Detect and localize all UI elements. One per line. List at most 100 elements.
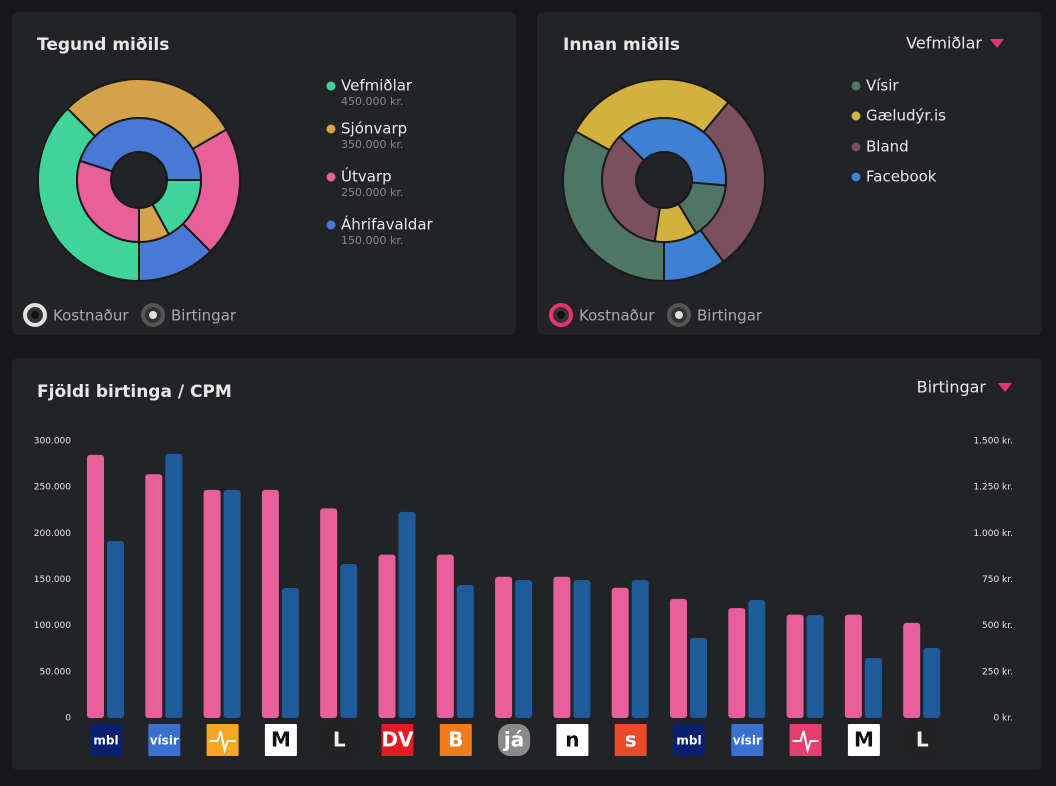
legend-label: Sjónvarp: [341, 120, 407, 138]
logo: [381, 724, 414, 756]
bar: [378, 554, 396, 718]
logo: [847, 724, 880, 756]
bar: [923, 648, 941, 718]
y2-tick-label: 1.500 kr.: [973, 437, 1013, 447]
logo-label: mbl: [676, 734, 701, 748]
y2-tick-label: 1.000 kr.: [973, 529, 1013, 539]
bar: [690, 638, 707, 718]
logo: [323, 724, 356, 756]
donut-segment: [601, 135, 661, 243]
donut-segment: [76, 159, 140, 244]
logo-label: DV: [381, 728, 414, 752]
bar: [786, 614, 804, 718]
dropdown[interactable]: Vefmiðlar: [906, 34, 982, 53]
toggle-label[interactable]: Kostnaður: [53, 307, 129, 325]
logo-label: L: [916, 728, 929, 752]
bar: [844, 614, 862, 718]
legend-value: 450.000 kr.: [341, 95, 403, 108]
legend-label: Facebook: [866, 168, 937, 186]
toggle-label[interactable]: Kostnaður: [579, 307, 655, 325]
toggle-dot[interactable]: [31, 311, 39, 319]
toggle-dot[interactable]: [557, 311, 565, 319]
logo-label: B: [448, 728, 463, 752]
logo-label: vísir: [733, 734, 762, 748]
bar: [87, 454, 104, 718]
logo-icon: [209, 730, 236, 754]
legend-dot: [326, 124, 336, 134]
panel-title: Tegund miðils: [37, 35, 169, 55]
y-tick-label: 100.000: [34, 621, 71, 631]
bar: [436, 554, 454, 718]
y2-tick-label: 0 kr.: [993, 714, 1013, 724]
y-tick-label: 150.000: [34, 575, 71, 585]
y-tick-label: 50.000: [40, 667, 72, 677]
toggle-dot[interactable]: [675, 311, 683, 319]
logo-label: M: [854, 728, 874, 752]
logo: [148, 724, 181, 756]
legend-dot: [851, 172, 861, 182]
bar: [670, 598, 687, 718]
logo-label: M: [271, 728, 291, 752]
logo: [731, 724, 764, 756]
logo: [614, 724, 647, 756]
bar: [903, 622, 921, 718]
logo: [439, 724, 472, 756]
logo-label: já: [503, 728, 524, 752]
bar: [107, 541, 124, 718]
bar: [573, 580, 591, 718]
bar: [203, 489, 221, 718]
y2-tick-label: 750 kr.: [982, 575, 1013, 585]
bar: [320, 508, 338, 718]
bar: [145, 474, 163, 718]
logo: [90, 724, 122, 756]
legend-label: Vefmiðlar: [341, 77, 413, 95]
bar: [456, 585, 474, 718]
bar: [864, 657, 882, 718]
legend-dot: [851, 111, 861, 121]
y-tick-label: 300.000: [34, 437, 71, 447]
bar: [806, 614, 824, 718]
dropdown-arrow[interactable]: [990, 39, 1004, 48]
bar: [398, 511, 416, 718]
legend-label: Gæludýr.is: [866, 107, 946, 125]
legend-label: Útvarp: [341, 167, 392, 186]
logo-label: n: [565, 728, 579, 752]
logo-label: mbl: [93, 734, 118, 748]
logo-icon: [792, 730, 819, 754]
donut-segment: [78, 117, 203, 181]
panel-title: Innan miðils: [563, 35, 680, 55]
legend-label: Vísir: [866, 77, 899, 95]
bar: [223, 489, 241, 718]
logo-label: L: [333, 728, 346, 752]
donut-segment: [618, 117, 727, 187]
legend-value: 250.000 kr.: [341, 186, 403, 199]
toggle-dot[interactable]: [149, 311, 157, 319]
bar: [748, 599, 766, 718]
legend-label: Áhrifavaldar: [341, 215, 434, 234]
toggle-label[interactable]: Birtingar: [171, 307, 237, 325]
legend-label: Bland: [866, 138, 909, 156]
bar: [281, 587, 299, 718]
logo: [673, 724, 705, 756]
bar: [631, 580, 649, 718]
dropdown[interactable]: Birtingar: [917, 378, 987, 397]
panel-title: Fjöldi birtinga / CPM: [37, 382, 232, 402]
y2-tick-label: 1.250 kr.: [973, 483, 1013, 493]
logo: [556, 724, 589, 756]
legend-value: 150.000 kr.: [341, 234, 403, 247]
legend-dot: [851, 81, 861, 91]
bar: [553, 576, 571, 718]
legend-dot: [326, 172, 336, 182]
toggle-label[interactable]: Birtingar: [697, 307, 763, 325]
bar: [165, 453, 183, 718]
y-tick-label: 200.000: [34, 529, 71, 539]
legend-dot: [326, 81, 336, 91]
bar: [340, 563, 358, 718]
legend-dot: [326, 220, 336, 230]
logo: [498, 724, 531, 756]
bar: [261, 489, 279, 718]
dropdown-arrow[interactable]: [998, 383, 1012, 392]
bar: [515, 580, 533, 718]
logo: [906, 724, 939, 756]
